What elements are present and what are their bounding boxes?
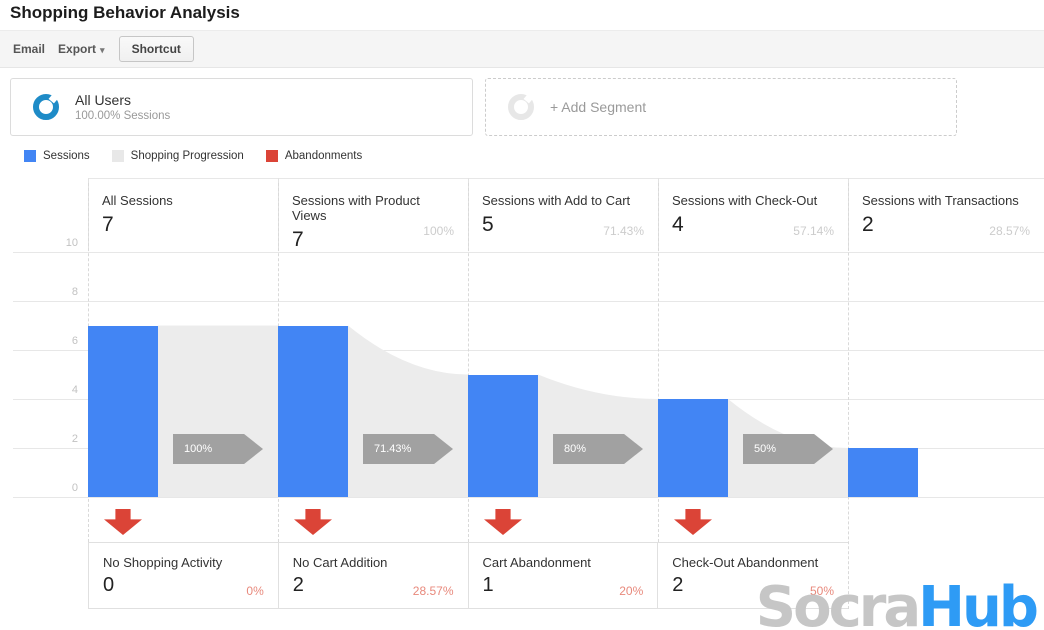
funnel-bar — [278, 325, 348, 497]
gridline — [13, 252, 1044, 253]
segment-donut-icon — [33, 93, 59, 120]
table-top-border — [88, 178, 1044, 179]
stage-header-check-out: Sessions with Check-Out 4 57.14% — [672, 193, 834, 238]
funnel-bar — [88, 325, 158, 497]
progression-swatch-icon — [111, 150, 124, 162]
funnel-bar — [468, 374, 538, 497]
chart-legend: Sessions Shopping Progression Abandonmen… — [24, 150, 384, 162]
segment-subtitle: 100.00% Sessions — [75, 110, 171, 122]
add-segment-button[interactable]: + Add Segment — [485, 78, 957, 136]
stage-header-all-sessions: All Sessions 7 — [102, 193, 173, 236]
export-button[interactable]: Export ▾ — [58, 42, 105, 56]
abandonment-card-no-shopping: No Shopping Activity 0 0% — [89, 543, 279, 608]
add-segment-donut-icon — [508, 93, 534, 120]
abandonment-arrow-icon — [674, 509, 712, 535]
shortcut-button[interactable]: Shortcut — [118, 36, 194, 62]
funnel-bar — [848, 448, 918, 497]
progression-arrow-badge: 80% — [553, 434, 643, 464]
abandonment-row: No Shopping Activity 0 0% No Cart Additi… — [88, 542, 848, 609]
chevron-down-icon: ▾ — [100, 45, 105, 55]
progression-arrow-badge: 100% — [173, 434, 263, 464]
abandonment-arrow-icon — [104, 509, 142, 535]
gridline — [13, 497, 1044, 498]
stage-header-add-to-cart: Sessions with Add to Cart 5 71.43% — [482, 193, 644, 238]
legend-item-abandonments: Abandonments — [265, 150, 362, 162]
page-title: Shopping Behavior Analysis — [10, 3, 240, 22]
progression-arrow-badge: 50% — [743, 434, 833, 464]
y-axis-tick: 4 — [71, 384, 78, 396]
sessions-swatch-icon — [24, 150, 36, 162]
progression-arrow-badge: 71.43% — [363, 434, 453, 464]
watermark-gray-text: Socra — [755, 575, 921, 630]
watermark-blue-text: Hub — [918, 575, 1039, 630]
abandonment-card-cart-abandonment: Cart Abandonment 1 20% — [469, 543, 659, 608]
toolbar: Email Export ▾ Shortcut — [0, 30, 1044, 68]
y-axis-tick: 2 — [71, 433, 78, 445]
y-axis-tick: 6 — [71, 335, 78, 347]
abandonment-arrow-icon — [294, 509, 332, 535]
funnel-bar — [658, 399, 728, 497]
add-segment-label: + Add Segment — [550, 99, 647, 115]
y-axis-tick: 10 — [65, 237, 78, 249]
all-users-segment-card[interactable]: All Users 100.00% Sessions — [10, 78, 473, 136]
stage-header-product-views: Sessions with Product Views 7 100% — [292, 193, 454, 251]
abandonment-arrow-icon — [484, 509, 522, 535]
y-axis-tick: 0 — [71, 482, 78, 494]
y-axis-tick: 8 — [71, 286, 78, 298]
export-button-label: Export — [58, 42, 97, 56]
abandonment-card-checkout-abandonment: Check-Out Abandonment 2 50% — [672, 555, 834, 598]
legend-item-sessions: Sessions — [24, 150, 90, 162]
gridline — [13, 350, 1044, 351]
abandonments-swatch-icon — [265, 150, 278, 162]
socrahub-watermark: SocraHub — [756, 580, 1039, 630]
legend-item-progression: Shopping Progression — [111, 150, 244, 162]
column-dashed-guide — [848, 183, 849, 609]
segment-title: All Users — [75, 92, 132, 108]
gridline — [13, 301, 1044, 302]
abandonment-card-no-cart: No Cart Addition 2 28.57% — [279, 543, 469, 608]
stage-header-transactions: Sessions with Transactions 2 28.57% — [862, 193, 1030, 238]
email-button[interactable]: Email — [13, 42, 46, 56]
